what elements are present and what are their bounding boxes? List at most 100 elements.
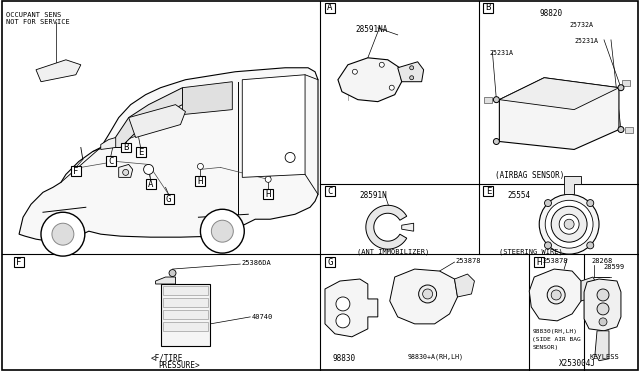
Circle shape [587,242,594,249]
Text: A: A [327,3,333,13]
Polygon shape [390,269,458,324]
Text: 28591N: 28591N [360,191,388,201]
Text: F: F [17,257,22,267]
Bar [325,186,335,196]
Text: H: H [266,190,271,199]
Polygon shape [454,274,474,297]
Polygon shape [129,105,186,138]
Polygon shape [584,279,621,331]
Polygon shape [36,60,81,82]
Circle shape [545,200,593,248]
Circle shape [551,206,587,242]
Bar [325,3,335,13]
Circle shape [410,66,413,70]
Bar [136,147,146,157]
Text: 28599: 28599 [603,264,624,270]
Circle shape [285,153,295,163]
Circle shape [336,314,350,328]
Text: 25554: 25554 [508,191,531,201]
Bar [484,97,492,103]
Text: 98820: 98820 [540,9,563,18]
Text: 98830+A(RH,LH): 98830+A(RH,LH) [408,354,464,360]
Text: 28591NA: 28591NA [356,25,388,34]
Text: 98830(RH,LH): 98830(RH,LH) [532,329,577,334]
Text: 28268: 28268 [591,258,612,264]
Circle shape [389,85,394,90]
Text: 25732A: 25732A [569,22,593,28]
Polygon shape [402,223,413,231]
Circle shape [336,297,350,311]
Bar [146,179,156,189]
Circle shape [353,69,357,74]
Polygon shape [499,78,619,110]
Text: 25231A: 25231A [490,50,513,56]
Bar [161,284,211,346]
Text: 40740: 40740 [252,314,273,320]
Polygon shape [182,82,232,115]
Text: G: G [327,257,333,267]
Bar [625,126,633,132]
Bar [163,322,209,331]
Text: E: E [138,148,143,157]
Text: 25231A: 25231A [574,38,598,44]
Bar [14,257,24,267]
Circle shape [211,220,234,242]
Circle shape [197,163,204,169]
Circle shape [618,126,624,132]
Polygon shape [564,176,581,194]
Circle shape [422,289,433,299]
Circle shape [599,318,607,326]
Text: B: B [123,143,129,152]
Circle shape [123,169,129,175]
Bar [325,257,335,267]
Text: 25386DA: 25386DA [241,260,271,266]
Text: 253878: 253878 [456,258,481,264]
Text: X253004J: X253004J [559,359,596,368]
Circle shape [597,303,609,315]
Circle shape [545,200,552,206]
Polygon shape [499,78,619,150]
Circle shape [143,164,154,174]
Circle shape [41,212,85,256]
Circle shape [52,223,74,245]
Bar [534,257,544,267]
Circle shape [419,285,436,303]
Text: (AIRBAG SENSOR): (AIRBAG SENSOR) [495,171,564,180]
Bar [483,186,493,196]
Circle shape [380,62,384,67]
Polygon shape [397,62,424,82]
Circle shape [493,138,499,144]
Text: OCCUPANT SENS: OCCUPANT SENS [6,12,61,18]
Text: PRESSURE>: PRESSURE> [159,361,200,370]
Text: A: A [148,180,154,189]
Text: C: C [327,187,333,196]
Bar [163,286,209,295]
Text: 253878: 253878 [542,258,568,264]
Polygon shape [338,58,402,102]
Bar [121,142,131,153]
Text: F: F [73,167,79,176]
Text: C: C [108,157,113,166]
Circle shape [493,97,499,103]
Text: KEYLESS: KEYLESS [589,354,619,360]
Circle shape [618,85,624,91]
Text: G: G [166,195,172,204]
Text: (ANT IMMOBILIZER): (ANT IMMOBILIZER) [357,248,429,254]
Text: NOT FOR SERVICE: NOT FOR SERVICE [6,19,70,25]
Polygon shape [325,279,378,337]
Bar [163,298,209,307]
Text: SENSOR): SENSOR) [532,345,559,350]
Text: (STEERING WIRE): (STEERING WIRE) [499,248,563,254]
Polygon shape [581,277,597,301]
Circle shape [410,76,413,80]
Circle shape [587,200,594,206]
Bar [163,310,209,319]
Text: <F/TIRE: <F/TIRE [150,354,183,363]
Circle shape [545,242,552,249]
Circle shape [169,270,176,276]
Circle shape [200,209,244,253]
Bar [195,176,205,186]
Polygon shape [595,331,609,361]
Circle shape [559,214,579,234]
Bar [622,80,630,86]
